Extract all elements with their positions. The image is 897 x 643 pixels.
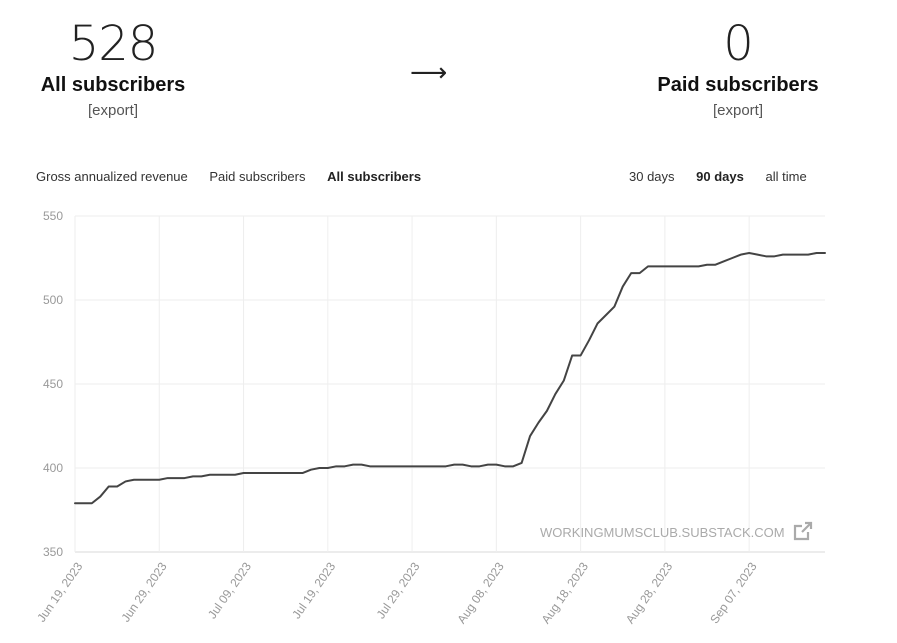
all-subscribers-stat: 528 All subscribers [export] xyxy=(33,16,193,122)
y-tick-label: 350 xyxy=(43,545,63,559)
export-all-subscribers-link[interactable]: [export] xyxy=(87,102,139,119)
x-tick-label: Jul 19, 2023 xyxy=(289,559,338,621)
x-tick-label: Jun 19, 2023 xyxy=(34,559,85,624)
substack-watermark[interactable]: WORKINGMUMSCLUB.SUBSTACK.COM xyxy=(540,519,815,546)
tab-paid-subscribers[interactable]: Paid subscribers xyxy=(209,169,306,184)
paid-subscribers-stat: 0 Paid subscribers [export] xyxy=(648,16,828,122)
x-tick-label: Jul 29, 2023 xyxy=(374,559,423,621)
y-tick-label: 500 xyxy=(43,293,63,307)
tab-all-subscribers[interactable]: All subscribers xyxy=(327,169,422,184)
x-tick-label: Jul 09, 2023 xyxy=(205,559,254,621)
x-tick-label: Aug 18, 2023 xyxy=(539,559,592,626)
arrow-icon: ⟶ xyxy=(410,58,448,88)
range-tabs: 30 days 90 days all time xyxy=(629,168,825,186)
metric-tabs: Gross annualized revenue Paid subscriber… xyxy=(36,168,439,186)
tab-gross-annualized-revenue[interactable]: Gross annualized revenue xyxy=(36,169,188,184)
subscribers-line-chart: 350 400 450 500 550 Jun 19, 2023 Jun 29, 2023 J… xyxy=(34,209,826,626)
y-tick-label: 550 xyxy=(43,209,63,223)
subscribers-chart: 350 400 450 500 550 Jun 19, 2023 Jun 29, 2023 J… xyxy=(0,200,897,643)
watermark-text: WORKINGMUMSCLUB.SUBSTACK.COM xyxy=(540,525,785,540)
x-tick-label: Aug 08, 2023 xyxy=(454,559,507,626)
subscribers-series-line xyxy=(74,251,826,505)
all-subscribers-label: All subscribers xyxy=(40,74,186,96)
paid-subscribers-label: Paid subscribers xyxy=(657,74,819,96)
tab-all-time[interactable]: all time xyxy=(765,169,807,184)
paid-subscribers-count: 0 xyxy=(723,16,754,72)
x-tick-label: Aug 28, 2023 xyxy=(623,559,676,626)
x-tick-label: Sep 07, 2023 xyxy=(707,559,760,626)
tab-30-days[interactable]: 30 days xyxy=(629,169,675,184)
external-link-icon xyxy=(791,519,815,546)
y-tick-label: 400 xyxy=(43,461,63,475)
tab-90-days[interactable]: 90 days xyxy=(696,169,744,184)
export-paid-subscribers-link[interactable]: [export] xyxy=(712,102,764,119)
y-tick-label: 450 xyxy=(43,377,63,391)
x-tick-label: Jun 29, 2023 xyxy=(118,559,169,624)
all-subscribers-count: 528 xyxy=(68,16,159,72)
